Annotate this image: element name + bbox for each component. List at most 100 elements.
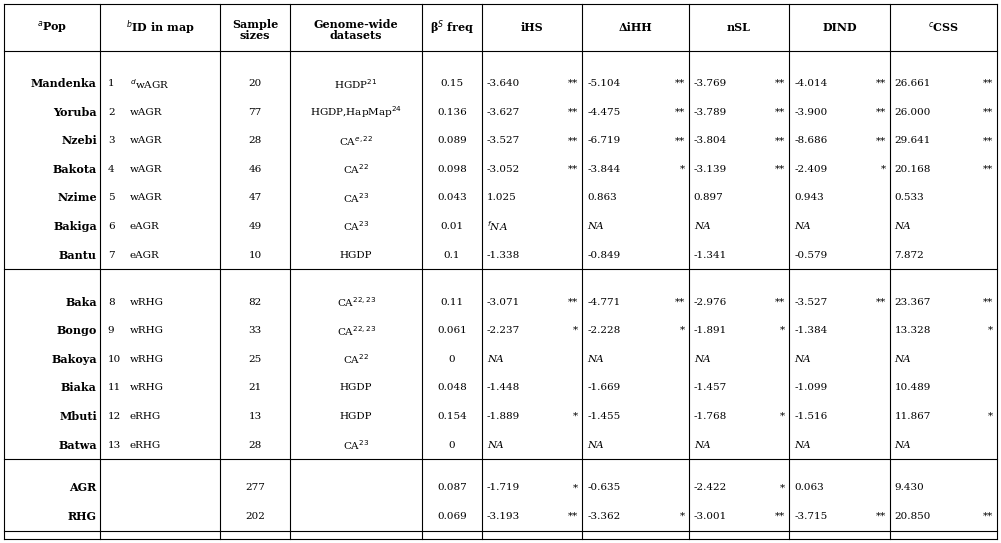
Text: **: ** (875, 512, 886, 521)
Text: HGDP,HapMap$^{24}$: HGDP,HapMap$^{24}$ (310, 104, 402, 120)
Text: *: * (881, 165, 886, 174)
Text: -3.139: -3.139 (694, 165, 727, 174)
Text: wAGR: wAGR (130, 108, 162, 117)
Text: -2.976: -2.976 (694, 298, 727, 307)
Text: CA$^{22,23}$: CA$^{22,23}$ (336, 295, 375, 309)
Text: -3.640: -3.640 (487, 79, 521, 88)
Text: NA: NA (487, 355, 504, 364)
Text: -3.804: -3.804 (694, 136, 727, 146)
Text: NA: NA (588, 355, 605, 364)
Text: -3.071: -3.071 (487, 298, 521, 307)
Text: wRHG: wRHG (130, 298, 164, 307)
Text: eRHG: eRHG (130, 440, 161, 450)
Text: -3.362: -3.362 (588, 512, 621, 521)
Text: **: ** (983, 298, 993, 307)
Text: 0.897: 0.897 (694, 193, 724, 203)
Text: -2.237: -2.237 (487, 326, 521, 335)
Text: NA: NA (895, 222, 911, 231)
Text: -2.228: -2.228 (588, 326, 621, 335)
Text: *: * (780, 326, 785, 335)
Text: -3.715: -3.715 (794, 512, 828, 521)
Text: Mandenka: Mandenka (31, 78, 97, 89)
Text: -3.193: -3.193 (487, 512, 521, 521)
Text: 28: 28 (248, 440, 262, 450)
Text: 11.867: 11.867 (895, 412, 931, 421)
Text: 277: 277 (245, 483, 265, 493)
Text: 10.489: 10.489 (895, 383, 931, 393)
Text: -0.579: -0.579 (794, 251, 828, 260)
Text: AGR: AGR (70, 482, 97, 494)
Text: Bongo: Bongo (56, 325, 97, 336)
Text: 21: 21 (248, 383, 262, 393)
Text: -3.001: -3.001 (694, 512, 727, 521)
Text: 0: 0 (448, 440, 455, 450)
Text: -1.341: -1.341 (694, 251, 727, 260)
Text: -3.627: -3.627 (487, 108, 521, 117)
Text: 20.850: 20.850 (895, 512, 931, 521)
Text: Nzebi: Nzebi (61, 135, 97, 146)
Text: 0.069: 0.069 (437, 512, 466, 521)
Text: 0.061: 0.061 (437, 326, 466, 335)
Text: -3.900: -3.900 (794, 108, 828, 117)
Text: **: ** (775, 79, 785, 88)
Text: Genome-wide: Genome-wide (314, 19, 398, 30)
Text: CA$^{23}$: CA$^{23}$ (343, 191, 369, 205)
Text: NA: NA (588, 222, 605, 231)
Text: *: * (780, 483, 785, 493)
Text: **: ** (983, 108, 993, 117)
Text: wAGR: wAGR (130, 136, 162, 146)
Text: -2.409: -2.409 (794, 165, 828, 174)
Text: 5: 5 (108, 193, 114, 203)
Text: $^a$Pop: $^a$Pop (37, 20, 67, 35)
Text: 4: 4 (108, 165, 114, 174)
Text: *: * (680, 512, 685, 521)
Text: **: ** (675, 136, 685, 146)
Text: CA$^{22}$: CA$^{22}$ (343, 352, 369, 366)
Text: 82: 82 (248, 298, 262, 307)
Text: -8.686: -8.686 (794, 136, 828, 146)
Text: **: ** (569, 298, 579, 307)
Text: Yoruba: Yoruba (53, 107, 97, 118)
Text: Sample: Sample (232, 19, 278, 30)
Text: **: ** (983, 165, 993, 174)
Text: **: ** (775, 512, 785, 521)
Text: *: * (988, 326, 993, 335)
Text: 49: 49 (248, 222, 262, 231)
Text: 13: 13 (108, 440, 121, 450)
Text: ΔiHH: ΔiHH (619, 22, 653, 33)
Text: **: ** (569, 165, 579, 174)
Text: wRHG: wRHG (130, 326, 164, 335)
Text: -1.338: -1.338 (487, 251, 521, 260)
Text: 26.661: 26.661 (895, 79, 931, 88)
Text: Bakiga: Bakiga (53, 221, 97, 232)
Text: **: ** (983, 79, 993, 88)
Text: *: * (574, 412, 579, 421)
Text: *: * (680, 326, 685, 335)
Text: -3.527: -3.527 (794, 298, 828, 307)
Text: **: ** (875, 108, 886, 117)
Text: **: ** (675, 79, 685, 88)
Text: 2: 2 (108, 108, 114, 117)
Text: $^b$ID in map: $^b$ID in map (125, 18, 194, 37)
Text: CA$^{e,22}$: CA$^{e,22}$ (339, 134, 373, 148)
Text: **: ** (875, 136, 886, 146)
Text: iHS: iHS (521, 22, 544, 33)
Text: **: ** (675, 298, 685, 307)
Text: 28: 28 (248, 136, 262, 146)
Text: 0.063: 0.063 (794, 483, 824, 493)
Text: 9: 9 (108, 326, 114, 335)
Text: 0: 0 (448, 355, 455, 364)
Text: $^c$CSS: $^c$CSS (928, 21, 959, 35)
Text: -1.889: -1.889 (487, 412, 521, 421)
Text: Bakoya: Bakoya (51, 354, 97, 365)
Text: NA: NA (694, 355, 711, 364)
Text: **: ** (675, 108, 685, 117)
Text: *: * (988, 412, 993, 421)
Text: **: ** (569, 136, 579, 146)
Text: -1.516: -1.516 (794, 412, 828, 421)
Text: HGDP: HGDP (340, 251, 372, 260)
Text: NA: NA (895, 355, 911, 364)
Text: NA: NA (694, 222, 711, 231)
Text: **: ** (569, 512, 579, 521)
Text: 0.863: 0.863 (588, 193, 618, 203)
